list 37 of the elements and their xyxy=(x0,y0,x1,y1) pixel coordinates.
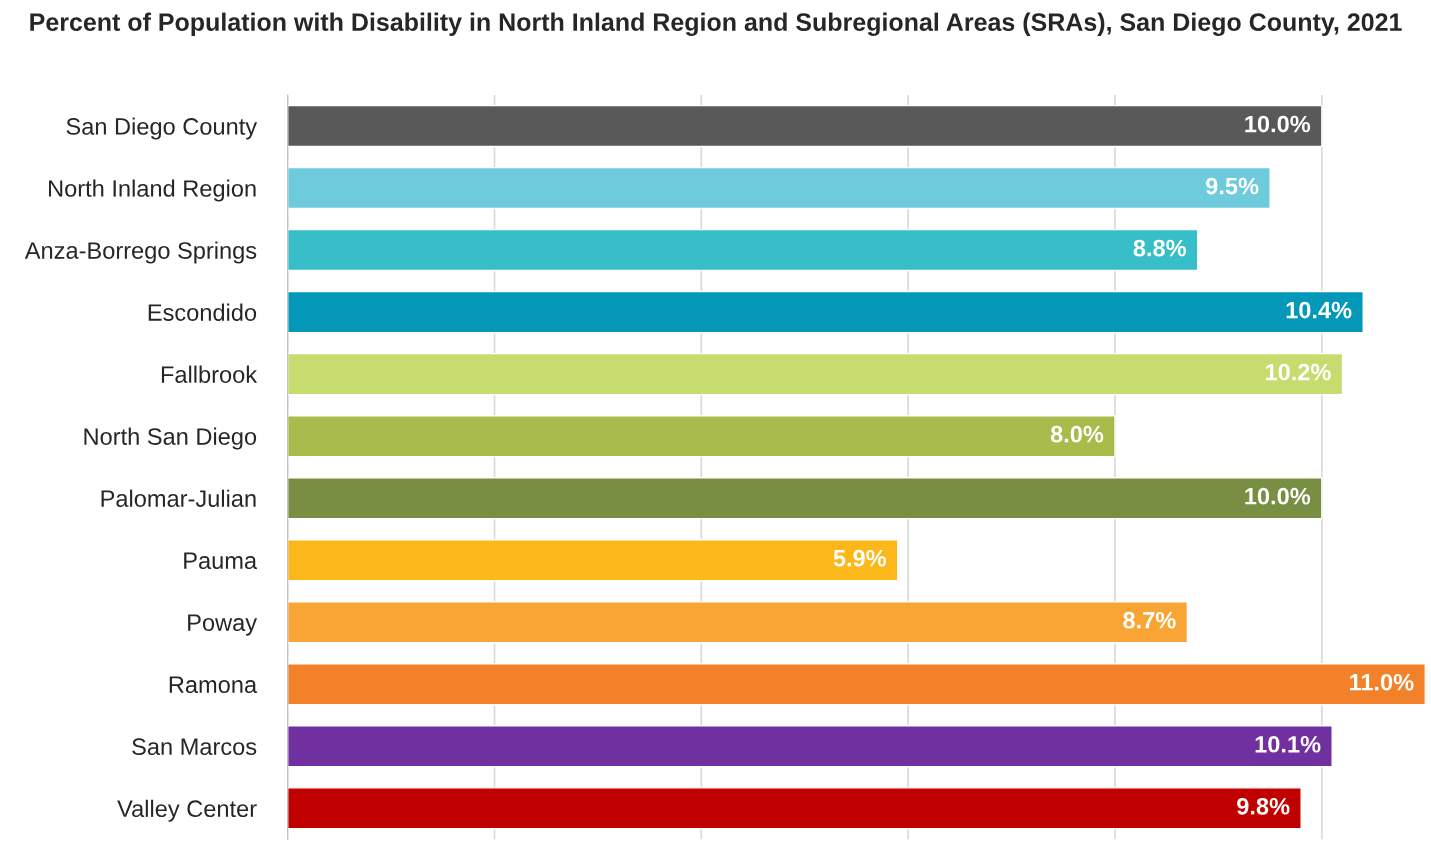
bar xyxy=(287,104,1323,148)
y-tick-label: North San Diego xyxy=(84,427,257,450)
data-label: 8.7% xyxy=(1123,611,1176,629)
data-label: 8.8% xyxy=(1133,239,1187,257)
y-tick-label: Fallbrook xyxy=(161,365,258,383)
data-label: 8.0% xyxy=(1050,425,1104,443)
bar xyxy=(287,787,1302,830)
data-label: 10.1% xyxy=(1255,735,1321,753)
data-label: 10.0% xyxy=(1245,115,1311,133)
bar xyxy=(287,290,1364,334)
bar xyxy=(287,725,1333,768)
bar xyxy=(287,477,1323,520)
data-label: 10.4% xyxy=(1286,301,1352,319)
bar xyxy=(287,228,1199,272)
data-label: 10.2% xyxy=(1265,363,1331,381)
bar xyxy=(287,601,1189,644)
y-tick-label: North Inland Region xyxy=(49,179,256,202)
data-label: 9.8% xyxy=(1237,797,1290,815)
y-tick-label: Valley Center xyxy=(117,799,257,822)
data-label: 10.0% xyxy=(1245,487,1311,505)
y-tick-label: Anza-Borrego Springs xyxy=(24,241,257,264)
y-tick-label: San Diego County xyxy=(66,117,258,140)
chart-title: Percent of Population with Disability in North Inland Region and Subregional Areas (SRAs), San Diego County, 2021 xyxy=(30,12,1402,37)
y-tick-label: Escondido xyxy=(148,303,257,321)
y-tick-label: Ramona xyxy=(169,676,258,694)
bar xyxy=(287,415,1116,458)
bar xyxy=(287,663,1426,706)
data-label: 9.5% xyxy=(1206,177,1259,195)
y-tick-label: Poway xyxy=(188,614,258,636)
data-label: 11.0% xyxy=(1350,673,1414,691)
y-tick-label: San Marcos xyxy=(132,738,257,756)
bar xyxy=(287,539,899,582)
y-tick-label: Palomar-Julian xyxy=(101,489,256,507)
y-tick-label: Pauma xyxy=(184,552,258,569)
data-label: 5.9% xyxy=(833,549,887,567)
bar xyxy=(287,166,1271,210)
bar xyxy=(287,352,1344,396)
